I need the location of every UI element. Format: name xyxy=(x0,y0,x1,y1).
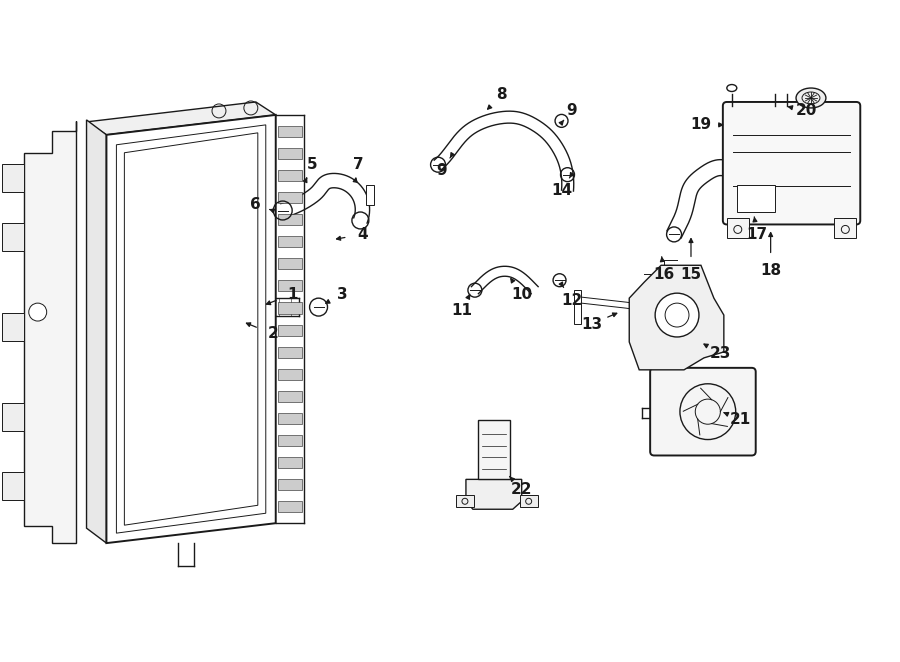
Text: 8: 8 xyxy=(497,87,507,103)
Bar xyxy=(278,236,302,248)
Text: 19: 19 xyxy=(690,117,712,132)
Bar xyxy=(278,391,302,402)
Bar xyxy=(278,258,302,269)
Text: 3: 3 xyxy=(338,287,347,302)
Text: 16: 16 xyxy=(653,267,675,282)
FancyBboxPatch shape xyxy=(723,102,860,224)
Polygon shape xyxy=(86,120,106,543)
Bar xyxy=(2,473,23,500)
Text: 20: 20 xyxy=(796,103,817,118)
Bar xyxy=(278,457,302,468)
Text: 23: 23 xyxy=(710,346,732,361)
Bar xyxy=(2,402,23,430)
Text: 22: 22 xyxy=(511,482,533,497)
Text: 6: 6 xyxy=(250,197,261,212)
Circle shape xyxy=(655,293,699,337)
Bar xyxy=(456,495,474,507)
Bar xyxy=(278,148,302,159)
Polygon shape xyxy=(106,115,275,543)
Bar xyxy=(834,218,856,238)
Text: 1: 1 xyxy=(287,287,298,302)
Bar xyxy=(737,185,775,213)
Polygon shape xyxy=(466,479,522,509)
Bar xyxy=(2,313,23,341)
Bar xyxy=(2,164,23,191)
Polygon shape xyxy=(86,102,275,135)
Bar xyxy=(366,185,374,205)
Ellipse shape xyxy=(796,88,826,108)
Text: 4: 4 xyxy=(357,227,368,242)
Text: 18: 18 xyxy=(760,263,781,278)
Bar xyxy=(278,214,302,225)
Bar xyxy=(278,192,302,203)
Text: 2: 2 xyxy=(267,326,278,342)
Bar xyxy=(278,479,302,490)
Text: 17: 17 xyxy=(746,227,768,242)
Text: 7: 7 xyxy=(353,157,364,172)
Text: 5: 5 xyxy=(307,157,318,172)
Text: 15: 15 xyxy=(680,267,701,282)
FancyBboxPatch shape xyxy=(650,368,756,455)
Bar xyxy=(654,368,699,390)
Bar xyxy=(278,347,302,357)
Bar xyxy=(278,170,302,181)
Text: 9: 9 xyxy=(436,163,447,178)
Circle shape xyxy=(29,303,47,321)
Bar xyxy=(727,218,749,238)
Text: 13: 13 xyxy=(580,316,602,332)
Bar xyxy=(278,501,302,512)
Bar xyxy=(278,369,302,380)
Text: 21: 21 xyxy=(730,412,752,427)
Bar xyxy=(478,420,509,479)
Bar xyxy=(278,413,302,424)
Text: 10: 10 xyxy=(511,287,532,302)
Text: 12: 12 xyxy=(561,293,582,308)
Bar xyxy=(2,224,23,252)
Bar xyxy=(278,281,302,291)
Ellipse shape xyxy=(246,298,256,316)
Text: 11: 11 xyxy=(452,303,472,318)
Bar xyxy=(278,435,302,446)
Text: 9: 9 xyxy=(566,103,577,118)
Text: 14: 14 xyxy=(551,183,572,198)
Bar xyxy=(519,495,537,507)
Polygon shape xyxy=(23,121,76,543)
Polygon shape xyxy=(629,265,724,370)
Bar xyxy=(278,303,302,314)
Bar xyxy=(278,126,302,137)
Bar xyxy=(278,324,302,336)
